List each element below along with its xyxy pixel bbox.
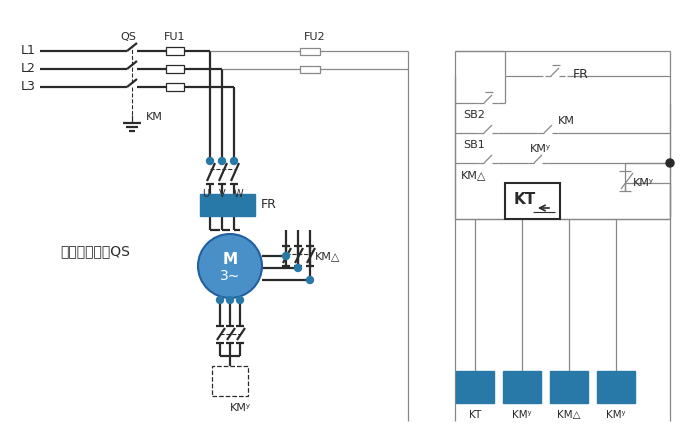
Text: 合上电源开关QS: 合上电源开关QS xyxy=(60,244,130,258)
Circle shape xyxy=(206,157,214,164)
Text: FR: FR xyxy=(261,198,277,212)
Text: KM△: KM△ xyxy=(557,410,581,420)
Bar xyxy=(597,371,635,403)
Circle shape xyxy=(237,296,244,303)
Text: KM: KM xyxy=(558,116,575,126)
Bar xyxy=(212,366,248,396)
Text: L3: L3 xyxy=(20,81,36,93)
Circle shape xyxy=(666,159,674,167)
Circle shape xyxy=(307,277,314,284)
Circle shape xyxy=(295,265,302,272)
Bar xyxy=(505,183,560,219)
Bar xyxy=(200,194,255,216)
Text: KMʸ: KMʸ xyxy=(633,178,654,188)
Text: L1: L1 xyxy=(20,45,36,57)
Bar xyxy=(166,65,184,73)
Text: M: M xyxy=(223,251,237,266)
Text: FR: FR xyxy=(573,68,589,82)
Circle shape xyxy=(198,234,262,298)
Text: KMʸ: KMʸ xyxy=(529,144,550,154)
Circle shape xyxy=(230,157,237,164)
Bar xyxy=(300,48,320,55)
Bar xyxy=(300,66,320,72)
Bar xyxy=(166,83,184,91)
Circle shape xyxy=(283,253,290,259)
Text: SB2: SB2 xyxy=(463,110,485,120)
Text: U: U xyxy=(202,189,209,199)
Circle shape xyxy=(216,296,223,303)
Circle shape xyxy=(218,157,225,164)
Bar xyxy=(503,371,541,403)
Text: FU1: FU1 xyxy=(164,32,186,42)
Bar xyxy=(166,47,184,55)
Text: W: W xyxy=(233,189,243,199)
Text: V: V xyxy=(218,189,225,199)
Text: QS: QS xyxy=(120,32,136,42)
Bar xyxy=(456,371,494,403)
Text: KM△: KM△ xyxy=(315,251,341,261)
Text: KT: KT xyxy=(469,410,481,420)
Text: L2: L2 xyxy=(20,63,36,75)
Text: KT: KT xyxy=(514,191,536,206)
Text: KM△: KM△ xyxy=(461,170,486,180)
Text: KMʸ: KMʸ xyxy=(230,403,251,413)
Text: KM: KM xyxy=(146,112,163,122)
Circle shape xyxy=(227,296,234,303)
Text: SB1: SB1 xyxy=(463,140,485,150)
Text: 3∼: 3∼ xyxy=(220,269,240,283)
Text: KMʸ: KMʸ xyxy=(606,410,626,420)
Text: FU2: FU2 xyxy=(304,32,326,42)
Bar xyxy=(550,371,588,403)
Text: KMʸ: KMʸ xyxy=(512,410,532,420)
